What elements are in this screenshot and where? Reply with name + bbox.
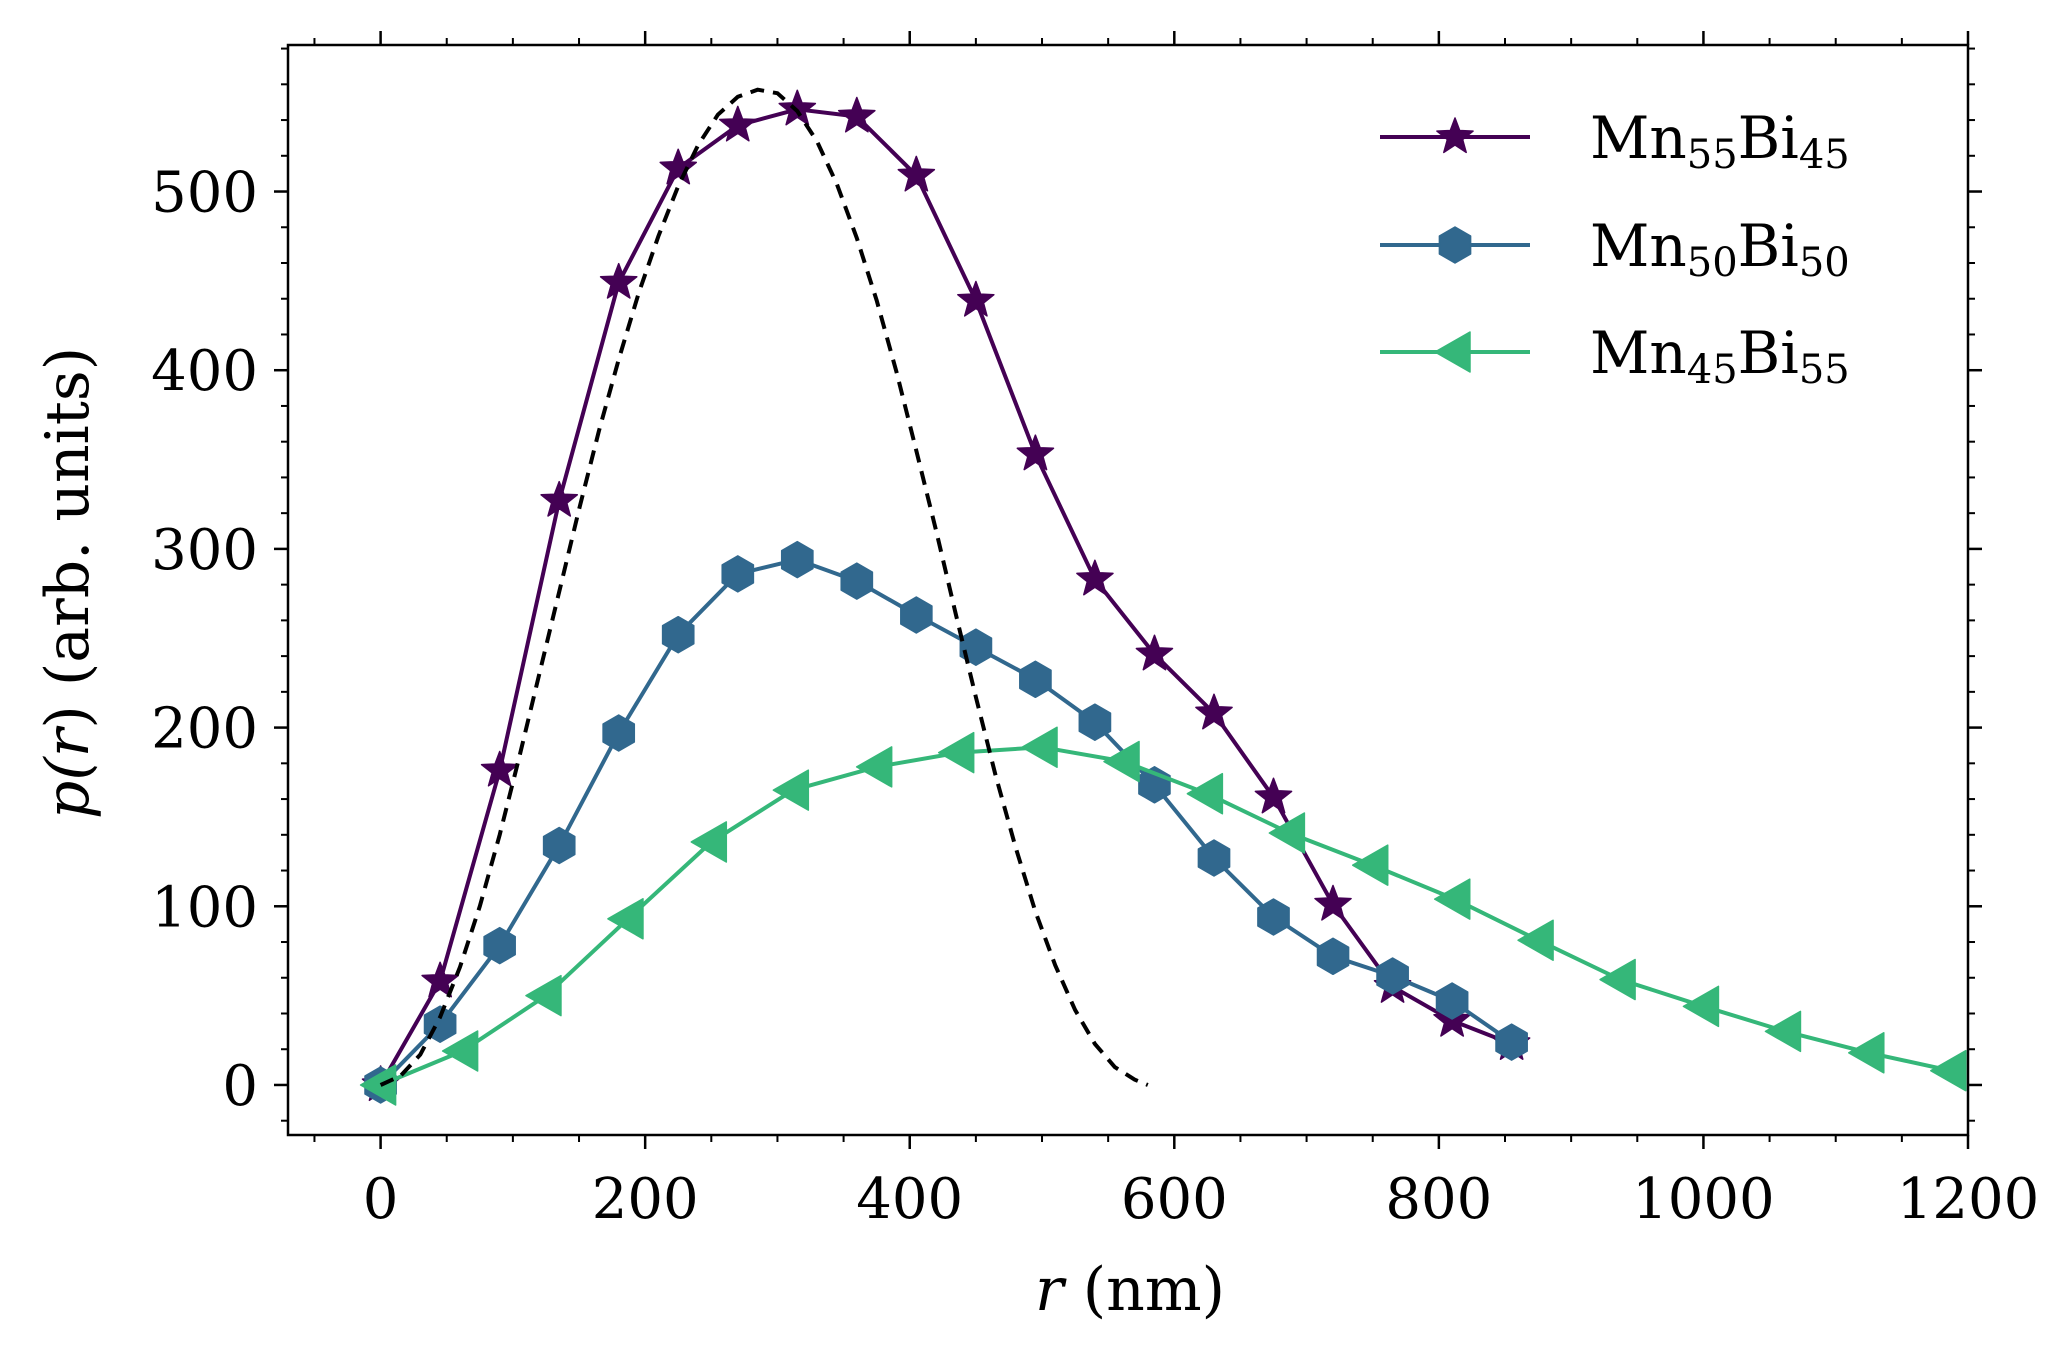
data-point-mn45bi55 — [772, 769, 810, 811]
legend-entry-mn50bi50: Mn50Bi50 — [1380, 212, 1850, 286]
data-point-mn50bi50 — [721, 555, 755, 593]
data-point-mn45bi55 — [525, 974, 562, 1017]
data-point-mn50bi50 — [483, 926, 516, 965]
data-point-mn55bi45 — [599, 262, 638, 299]
series-mn55bi45 — [361, 89, 1531, 1102]
x-tick-label: 1000 — [1632, 1167, 1775, 1232]
legend-label-mn55bi45: Mn55Bi45 — [1590, 104, 1850, 178]
data-point-mn50bi50 — [1376, 957, 1409, 995]
data-point-mn50bi50 — [1078, 703, 1112, 741]
data-point-mn55bi45 — [778, 89, 817, 126]
data-point-mn50bi50 — [840, 562, 874, 600]
data-point-mn45bi55 — [607, 898, 644, 940]
legend-label-mn45bi55: Mn45Bi55 — [1590, 319, 1850, 393]
legend-entry-mn45bi55: Mn45Bi55 — [1380, 319, 1850, 393]
x-tick-label: 400 — [856, 1167, 963, 1232]
x-tick-label: 800 — [1385, 1167, 1492, 1232]
data-point-mn45bi55 — [1433, 878, 1471, 920]
plot-frame — [286, 43, 1970, 1137]
data-point-mn45bi55 — [1186, 772, 1224, 815]
legend-marker-hexagon-icon — [1438, 226, 1472, 264]
data-point-mn55bi45 — [837, 96, 876, 133]
data-point-mn50bi50 — [1019, 660, 1052, 699]
x-tick-label: 1200 — [1897, 1167, 2040, 1232]
data-point-mn50bi50 — [542, 826, 576, 865]
data-point-mn55bi45 — [1076, 559, 1114, 596]
data-point-mn45bi55 — [1517, 919, 1554, 961]
minor-ticks — [281, 38, 1975, 1142]
data-point-mn45bi55 — [1682, 985, 1720, 1028]
fit-curve-dashed — [379, 87, 1149, 1087]
data-point-mn45bi55 — [1848, 1032, 1885, 1074]
data-point-mn55bi45 — [1314, 884, 1352, 921]
y-tick-label: 500 — [151, 161, 258, 226]
data-point-mn55bi45 — [718, 105, 757, 142]
data-point-mn50bi50 — [900, 596, 933, 634]
x-tick-label: 0 — [363, 1167, 399, 1232]
legend-marker-star-icon — [1436, 117, 1474, 154]
x-axis-title: r (nm) — [1035, 1255, 1225, 1325]
data-point-mn50bi50 — [1495, 1023, 1528, 1061]
y-tick-label: 200 — [151, 697, 258, 762]
legend: Mn55Bi45 Mn50Bi50 Mn45Bi55 — [1380, 104, 1850, 393]
data-point-mn45bi55 — [441, 1030, 479, 1072]
data-point-mn50bi50 — [1316, 937, 1350, 976]
data-point-mn55bi45 — [659, 148, 698, 185]
x-tick-label: 200 — [592, 1167, 699, 1232]
data-point-mn55bi45 — [1254, 777, 1293, 814]
data-point-mn55bi45 — [897, 155, 936, 192]
data-point-mn55bi45 — [540, 480, 579, 517]
data-point-mn50bi50 — [602, 714, 636, 752]
legend-label-mn50bi50: Mn50Bi50 — [1590, 212, 1850, 286]
data-point-mn45bi55 — [1268, 812, 1306, 854]
data-point-mn55bi45 — [421, 961, 459, 998]
data-point-mn45bi55 — [937, 731, 975, 774]
data-point-mn45bi55 — [1021, 726, 1058, 768]
data-point-mn50bi50 — [1435, 982, 1469, 1020]
data-point-mn45bi55 — [1599, 958, 1636, 1001]
data-point-mn50bi50 — [661, 615, 695, 654]
data-point-mn45bi55 — [690, 821, 728, 863]
data-point-mn55bi45 — [1195, 693, 1233, 730]
data-point-mn45bi55 — [1351, 844, 1389, 886]
axis-ticks: 0 200 400 600 800 1000 1200 0 100 200 300 400 500 — [151, 31, 2039, 1232]
y-tick-label: 400 — [151, 339, 258, 404]
legend-marker-triangle-icon — [1434, 331, 1471, 373]
data-point-mn45bi55 — [1764, 1010, 1802, 1053]
y-tick-label: 0 — [222, 1054, 258, 1119]
data-point-mn55bi45 — [1016, 434, 1055, 471]
series-line-mn55bi45 — [378, 107, 1513, 1086]
legend-marker-shape — [1438, 226, 1472, 264]
data-point-mn55bi45 — [480, 750, 519, 787]
series-mn45bi55 — [359, 726, 1967, 1106]
plot-area — [359, 87, 1967, 1106]
data-point-mn45bi55 — [359, 1064, 397, 1106]
data-point-mn50bi50 — [1257, 898, 1290, 936]
series-mn50bi50 — [364, 540, 1528, 1104]
x-tick-label: 600 — [1121, 1167, 1228, 1232]
data-point-mn50bi50 — [780, 540, 814, 579]
y-tick-label: 300 — [151, 518, 258, 583]
legend-marker-shape — [1434, 331, 1471, 373]
legend-marker-shape — [1436, 117, 1474, 154]
legend-entry-mn55bi45: Mn55Bi45 — [1380, 104, 1850, 178]
y-axis-title: p(r) (arb. units) — [33, 347, 103, 819]
data-point-mn55bi45 — [957, 280, 995, 317]
data-point-mn55bi45 — [1135, 634, 1174, 671]
data-point-mn45bi55 — [1103, 740, 1140, 783]
y-tick-label: 100 — [151, 875, 258, 940]
data-point-mn50bi50 — [1197, 839, 1231, 877]
data-point-mn45bi55 — [1930, 1049, 1967, 1092]
data-point-mn45bi55 — [855, 746, 893, 788]
